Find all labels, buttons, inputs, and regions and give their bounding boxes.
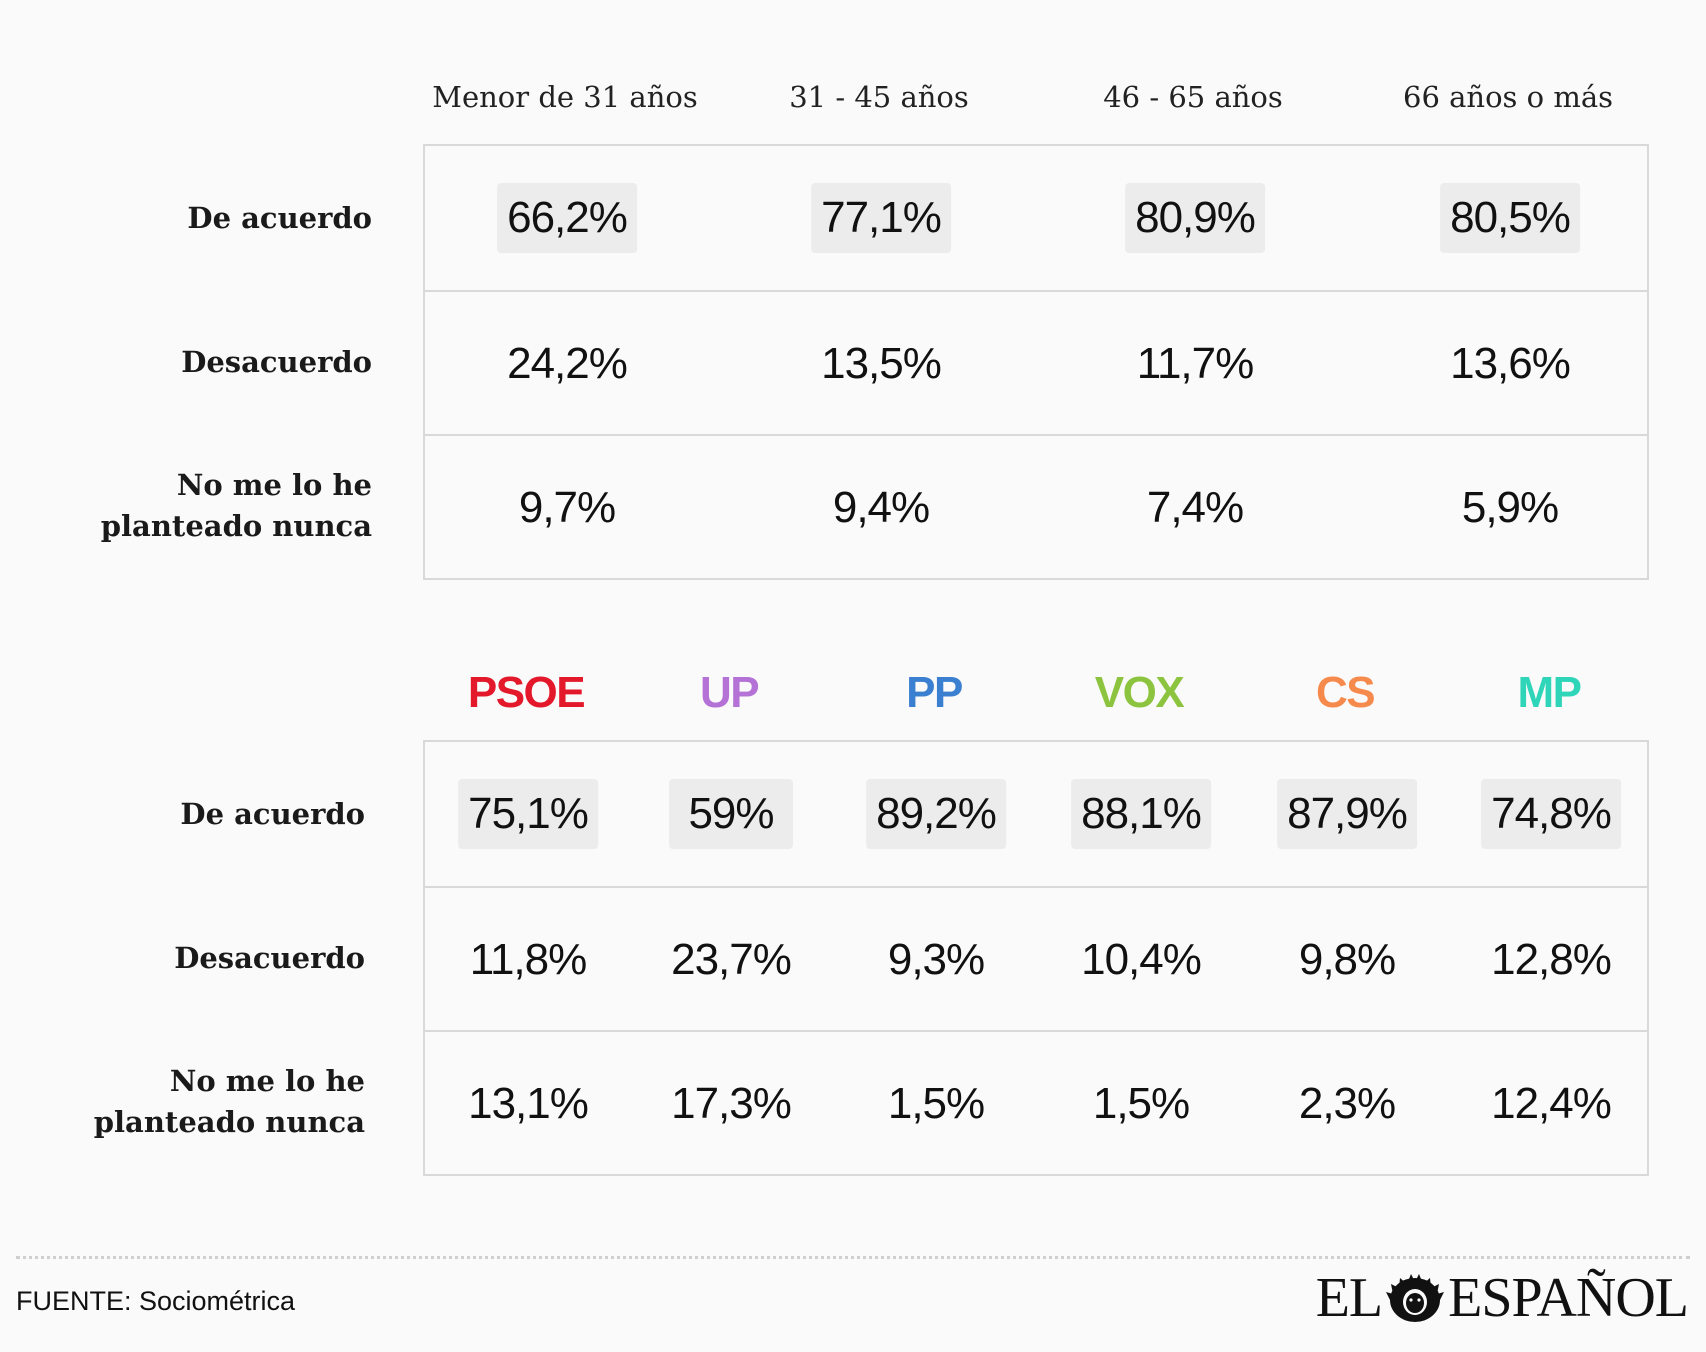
table-grid: 66,2% 77,1% 80,9% 80,5% 24,2% 13,5% 11,7% 13,6%… (423, 144, 1649, 580)
table-cell: 87,9% (1277, 779, 1417, 849)
brand-logo: EL ESPAÑOL (1315, 1267, 1689, 1329)
table-cell: 77,1% (811, 183, 951, 253)
table-cell: 7,4% (1146, 483, 1244, 532)
table-row: 11,8% 23,7% 9,3% 10,4% 9,8% 12,8% (425, 886, 1647, 1032)
table-cell: 1,5% (887, 1079, 985, 1128)
column-header: PSOE (467, 668, 586, 717)
table-cell: 11,8% (469, 935, 587, 984)
table-cell: 9,7% (518, 483, 616, 532)
column-header: MP (1517, 668, 1583, 717)
table-cell: 75,1% (458, 779, 598, 849)
lion-head-icon (1386, 1274, 1445, 1322)
table-cell: 11,7% (1136, 339, 1254, 388)
footer-divider (16, 1256, 1690, 1259)
row-label: No me lo he planteado nunca (101, 465, 372, 547)
table-row: 9,7% 9,4% 7,4% 5,9% (425, 434, 1647, 580)
table-cell: 12,4% (1491, 1079, 1612, 1128)
row-label: Desacuerdo (181, 345, 372, 379)
table-grid: 75,1% 59% 89,2% 88,1% 87,9% 74,8% 11,8% 23,7% 9,… (423, 740, 1649, 1176)
row-label: Desacuerdo (174, 941, 365, 975)
column-header: Menor de 31 años (432, 80, 698, 114)
table-cell: 9,4% (832, 483, 930, 532)
column-header: VOX (1094, 668, 1185, 717)
row-label-line: planteado nunca (100, 509, 372, 543)
table-cell: 66,2% (497, 183, 637, 253)
table-cell: 59% (669, 779, 793, 849)
table-cell: 13,1% (468, 1079, 589, 1128)
brand-espanol: ESPAÑOL (1448, 1267, 1689, 1329)
column-header: 66 años o más (1403, 80, 1613, 114)
table-cell: 23,7% (671, 935, 792, 984)
column-header: CS (1315, 668, 1376, 717)
row-label: No me lo he planteado nunca (94, 1061, 365, 1143)
table-cell: 24,2% (507, 339, 628, 388)
row-label-line: No me lo he (176, 468, 372, 502)
column-header: PP (906, 668, 963, 717)
table-cell: 5,9% (1461, 483, 1559, 532)
table-row: 75,1% 59% 89,2% 88,1% 87,9% 74,8% (425, 742, 1647, 886)
table-cell: 13,6% (1450, 339, 1571, 388)
table-row: 13,1% 17,3% 1,5% 1,5% 2,3% 12,4% (425, 1030, 1647, 1176)
column-header: 31 - 45 años (789, 80, 969, 114)
table-cell: 9,8% (1298, 935, 1396, 984)
source-note: FUENTE: Sociométrica (16, 1286, 296, 1316)
table-cell: 88,1% (1071, 779, 1211, 849)
column-header: 46 - 65 años (1103, 80, 1283, 114)
brand-el: EL (1315, 1267, 1383, 1329)
table-cell: 13,5% (821, 339, 942, 388)
table-cell: 9,3% (887, 935, 985, 984)
table-cell: 2,3% (1298, 1079, 1396, 1128)
table-cell: 74,8% (1481, 779, 1621, 849)
table-cell: 1,5% (1092, 1079, 1190, 1128)
row-label: De acuerdo (180, 797, 365, 831)
table-cell: 80,5% (1440, 183, 1580, 253)
table-cell: 10,4% (1081, 935, 1202, 984)
table-cell: 17,3% (671, 1079, 792, 1128)
table-cell: 12,8% (1491, 935, 1612, 984)
row-label: De acuerdo (187, 201, 372, 235)
table-cell: 89,2% (866, 779, 1006, 849)
row-label-line: planteado nunca (93, 1105, 365, 1139)
row-label-line: No me lo he (169, 1064, 365, 1098)
column-header: UP (699, 668, 760, 717)
table-row: 66,2% 77,1% 80,9% 80,5% (425, 146, 1647, 290)
table-cell: 80,9% (1125, 183, 1265, 253)
table-row: 24,2% 13,5% 11,7% 13,6% (425, 290, 1647, 436)
